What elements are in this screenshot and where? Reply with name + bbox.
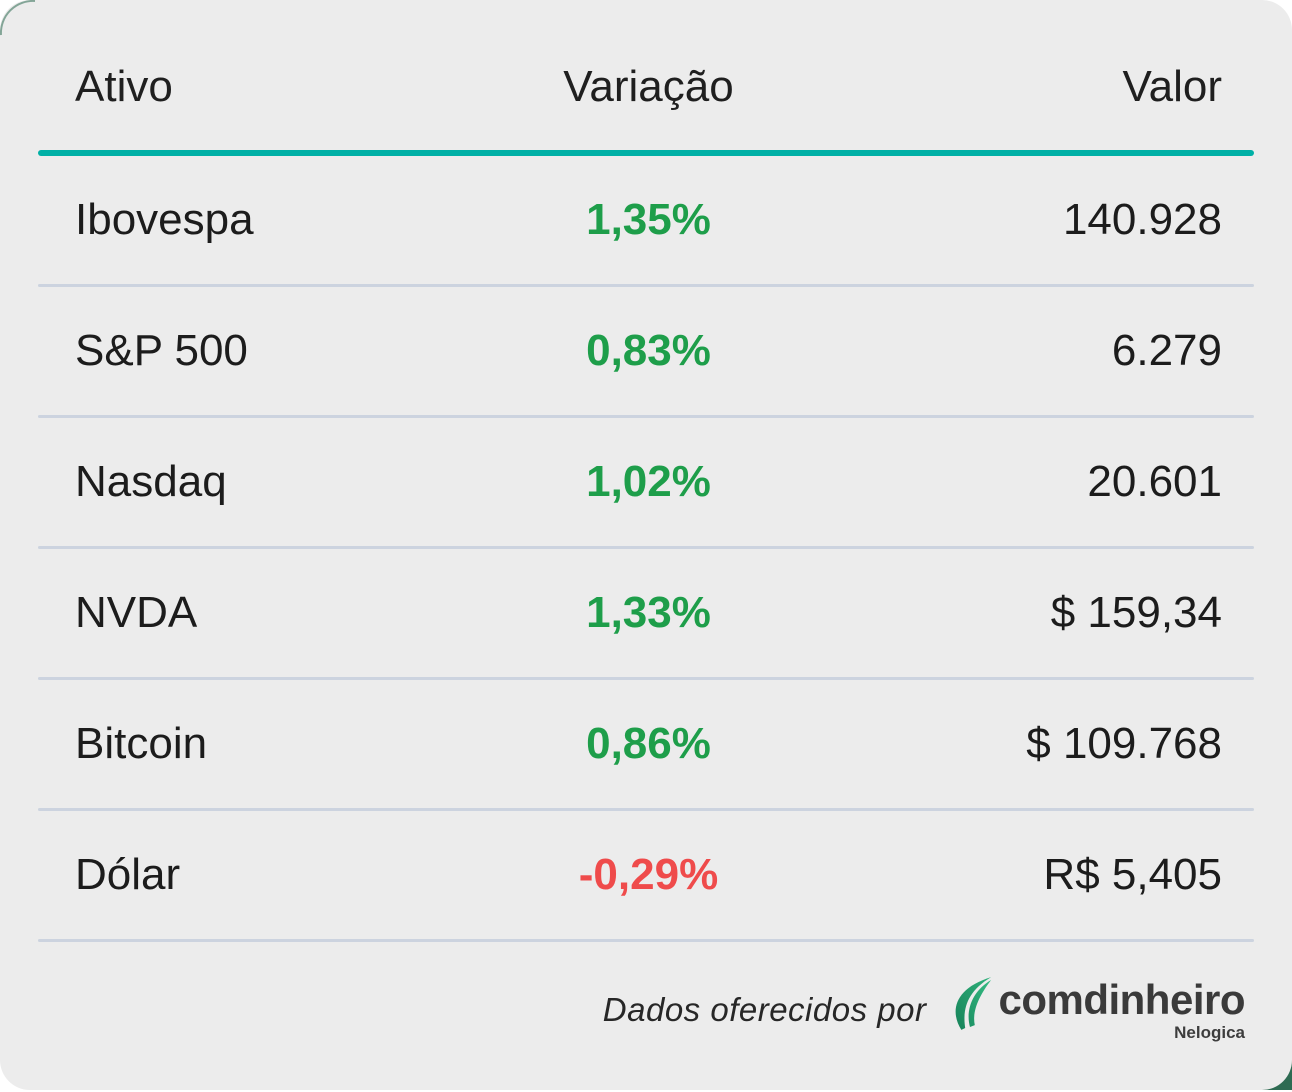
asset-name: Ibovespa <box>75 195 254 244</box>
column-header-variacao: Variação <box>563 62 734 111</box>
table-row: Dólar -0,29% R$ 5,405 <box>0 811 1292 939</box>
table-row: NVDA 1,33% $ 159,34 <box>0 549 1292 677</box>
asset-name: Dólar <box>75 850 181 899</box>
table-row: Bitcoin 0,86% $ 109.768 <box>0 680 1292 808</box>
row-divider <box>38 546 1254 549</box>
row-divider <box>38 939 1254 942</box>
column-header-ativo: Ativo <box>75 62 173 111</box>
asset-value: 20.601 <box>1087 457 1222 506</box>
asset-name: Nasdaq <box>75 457 227 506</box>
variation-value: 0,86% <box>586 719 711 768</box>
comdinheiro-logo: comdinheiro Nelogica <box>946 976 1245 1042</box>
leaf-swoosh-icon <box>956 977 992 1030</box>
footer: Dados oferecidos por <box>0 942 1292 1092</box>
variation-value: 0,83% <box>586 326 711 375</box>
asset-value: R$ 5,405 <box>1043 850 1222 899</box>
variation-value: 1,33% <box>586 588 711 637</box>
asset-value: $ 109.768 <box>1026 719 1222 768</box>
asset-value: 140.928 <box>1062 195 1222 244</box>
variation-value: -0,29% <box>578 850 719 899</box>
table-row: Nasdaq 1,02% 20.601 <box>0 418 1292 546</box>
asset-name: S&P 500 <box>75 326 248 375</box>
row-divider <box>38 677 1254 680</box>
asset-value: 6.279 <box>1111 326 1222 375</box>
comdinheiro-logo-text: comdinheiro <box>998 976 1245 1023</box>
attribution-text: Dados oferecidos por <box>602 991 927 1028</box>
row-divider <box>38 808 1254 811</box>
variation-value: 1,02% <box>586 457 711 506</box>
table-row: Ibovespa 1,35% 140.928 <box>0 156 1292 284</box>
row-divider <box>38 415 1254 418</box>
table-body: Ibovespa 1,35% 140.928 S&P 500 0,83% 6.2… <box>0 156 1292 942</box>
row-divider <box>38 284 1254 287</box>
variation-value: 1,35% <box>586 195 711 244</box>
nelogica-label: Nelogica <box>1174 1023 1245 1042</box>
asset-name: Bitcoin <box>75 719 208 768</box>
asset-name: NVDA <box>75 588 198 637</box>
column-header-valor: Valor <box>1122 62 1222 111</box>
brand-text-group: comdinheiro Nelogica <box>998 976 1245 1042</box>
asset-value: $ 159,34 <box>1050 588 1222 637</box>
table-header-row: Ativo Variação Valor <box>0 0 1292 150</box>
table-row: S&P 500 0,83% 6.279 <box>0 287 1292 415</box>
header-accent-rule <box>38 150 1254 156</box>
